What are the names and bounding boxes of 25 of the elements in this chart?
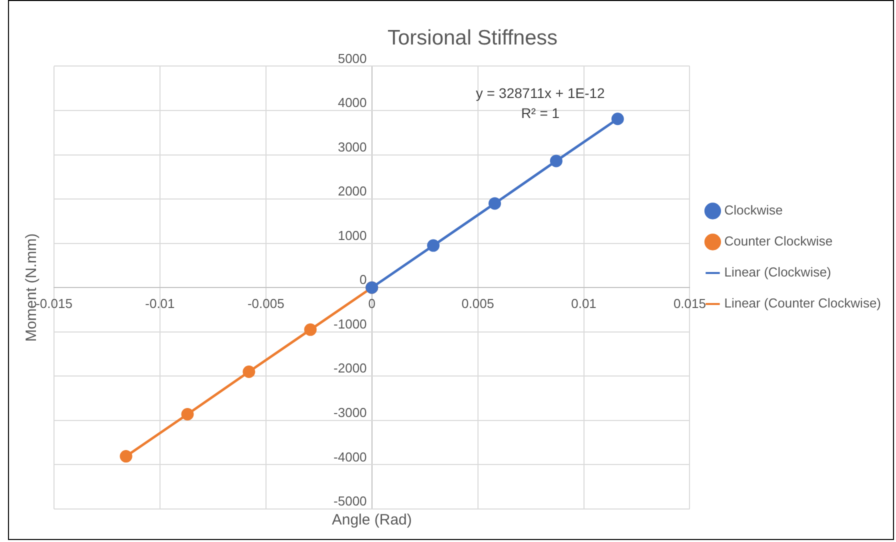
y-tick-label: -5000 [334, 494, 367, 509]
annotation: y = 328711x + 1E-12 [476, 85, 606, 102]
legend-label: Clockwise [724, 202, 783, 218]
x-tick-label: 0.015 [673, 296, 706, 311]
y-tick-label: 4000 [338, 95, 367, 110]
legend-label: Linear (Counter Clockwise) [724, 296, 881, 311]
x-axis-title: Angle (Rad) [332, 512, 412, 529]
x-tick-label: -0.015 [36, 296, 72, 311]
y-tick-label: 1000 [338, 228, 367, 243]
y-tick-label: 5000 [338, 50, 367, 66]
y-tick-label: 0 [360, 272, 367, 288]
y-tick-label: -4000 [334, 449, 367, 464]
y-tick-label: -3000 [334, 405, 367, 420]
y-tick-label: -1000 [334, 316, 367, 332]
chart-title: Torsional Stiffness [387, 26, 558, 50]
legend-label: Counter Clockwise [724, 234, 833, 249]
y-tick-label: 3000 [338, 139, 367, 154]
legend-label: Linear (Clockwise) [724, 264, 832, 280]
x-tick-label: 0.005 [462, 296, 494, 311]
x-tick-label: 0.01 [571, 296, 596, 311]
x-tick-label: -0.005 [247, 296, 284, 311]
y-tick-label: -2000 [334, 360, 367, 376]
x-tick-label: -0.01 [145, 296, 175, 311]
annotation: R² = 1 [521, 105, 560, 122]
y-tick-label: 2000 [338, 184, 367, 199]
